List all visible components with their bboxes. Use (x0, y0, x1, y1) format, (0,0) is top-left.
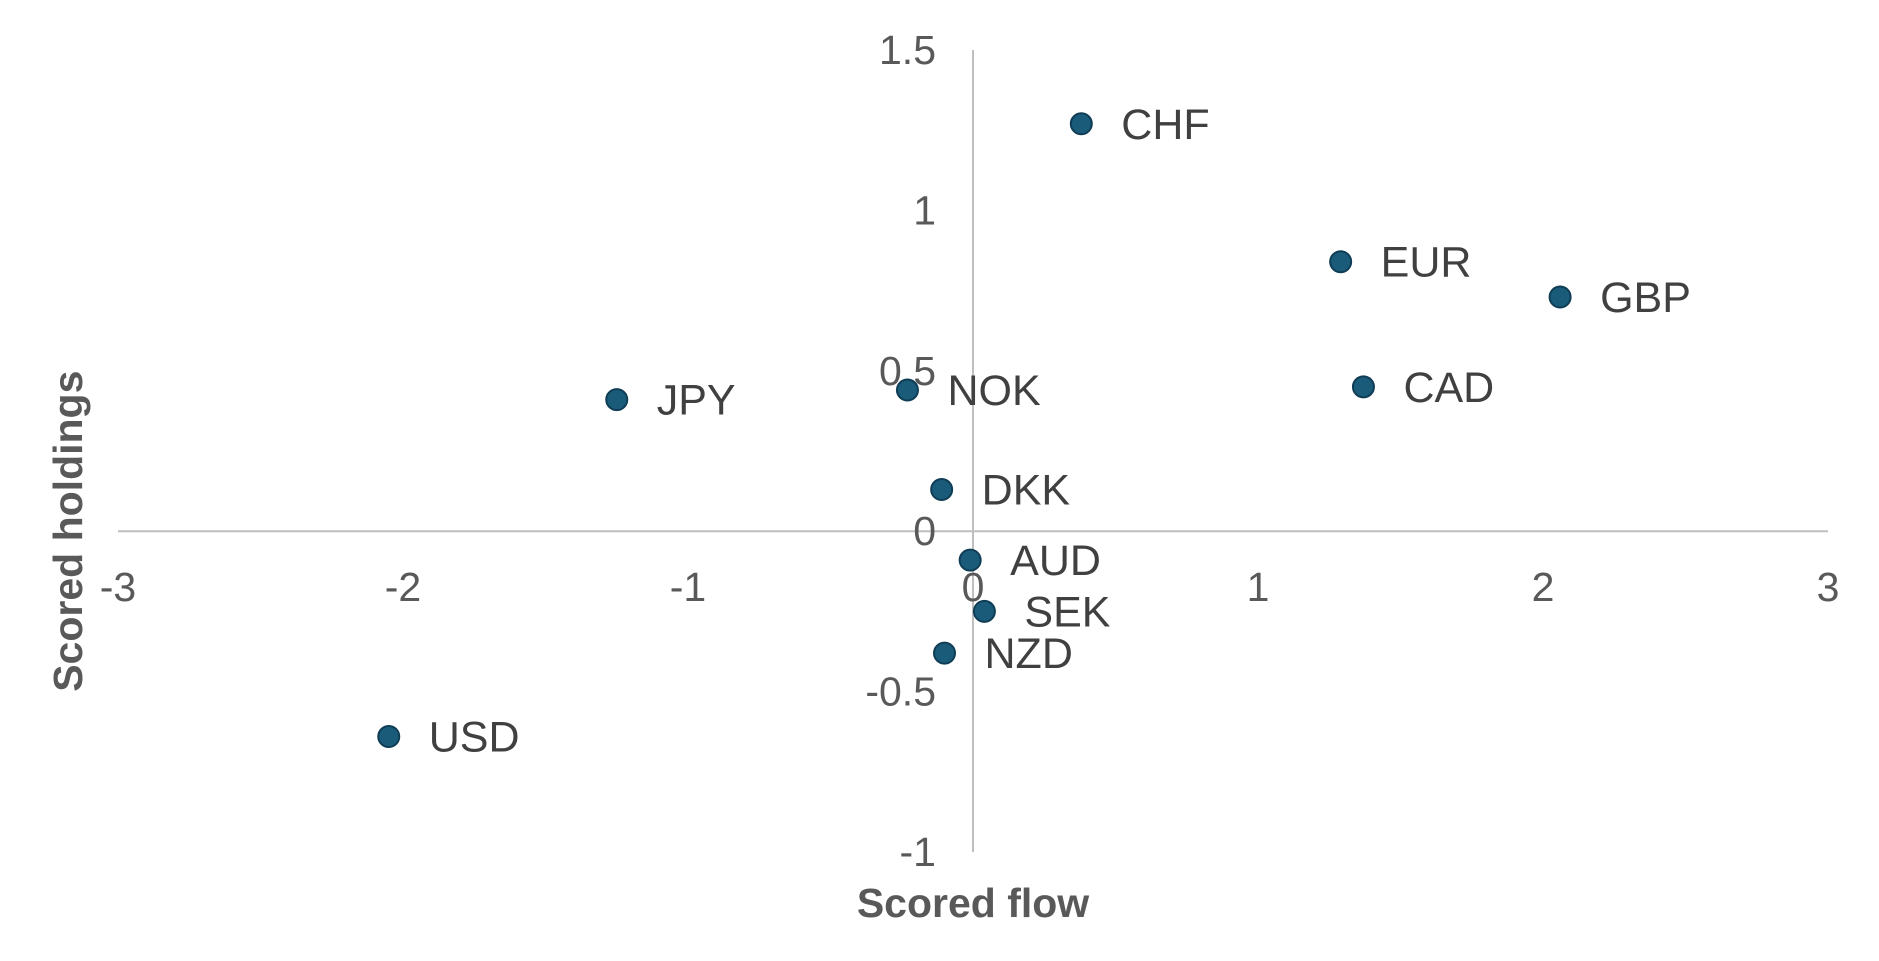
x-tick-label: -3 (100, 564, 136, 610)
data-label-nzd: NZD (985, 630, 1073, 678)
y-tick-label: 1.5 (879, 27, 936, 73)
data-point-chf (1069, 112, 1093, 136)
x-tick-label: 2 (1532, 564, 1555, 610)
data-label-eur: EUR (1381, 239, 1472, 287)
y-tick-labels: 1.510.50-0.5-1 (865, 27, 936, 875)
data-label-cad: CAD (1403, 364, 1494, 412)
data-point-sek (972, 599, 996, 623)
data-label-jpy: JPY (657, 377, 736, 425)
data-point-nok (895, 378, 919, 402)
y-tick-label: -1 (900, 829, 936, 875)
data-point-dkk (930, 477, 954, 501)
data-label-gbp: GBP (1600, 274, 1691, 322)
y-tick-label: 1 (913, 187, 936, 233)
data-point-jpy (605, 388, 629, 412)
data-label-chf: CHF (1121, 101, 1209, 149)
data-label-dkk: DKK (982, 466, 1071, 514)
data-label-sek: SEK (1024, 588, 1110, 636)
data-point-gbp (1548, 285, 1572, 309)
axes (118, 50, 1828, 852)
x-tick-label: 3 (1817, 564, 1840, 610)
data-label-aud: AUD (1010, 537, 1101, 585)
data-point-nzd (933, 641, 956, 665)
x-tick-label: -1 (670, 564, 706, 610)
data-label-nok: NOK (947, 367, 1040, 415)
y-tick-label: -0.5 (865, 669, 936, 715)
data-label-usd: USD (429, 714, 520, 762)
x-tick-label: -2 (385, 564, 421, 610)
y-tick-label: 0 (913, 508, 936, 554)
y-axis-title: Scored holdings (45, 371, 91, 692)
x-axis-title: Scored flow (857, 880, 1089, 926)
data-point-eur (1329, 250, 1353, 274)
data-point-cad (1351, 375, 1375, 399)
x-tick-label: 1 (1247, 564, 1270, 610)
data-point-usd (377, 725, 401, 749)
x-tick-labels: -3 -2 -1 0 1 2 3 (100, 564, 1840, 610)
x-tick-label: 0 (962, 564, 985, 610)
data-point-aud (958, 548, 982, 572)
